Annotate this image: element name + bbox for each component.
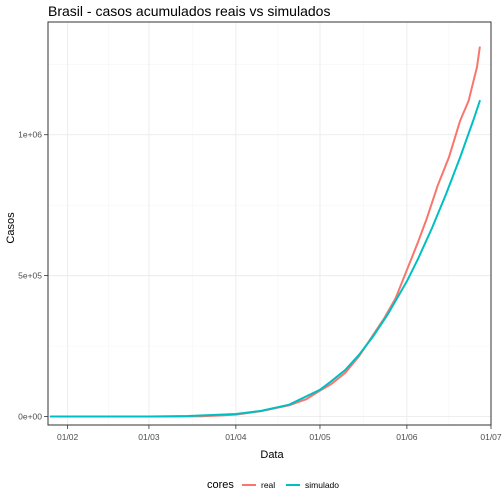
legend: cores real simulado xyxy=(207,479,339,491)
legend-label-simulado: simulado xyxy=(305,480,339,490)
y-tick-label: 5e+05 xyxy=(18,271,42,281)
x-tick-label: 01/04 xyxy=(225,432,247,442)
panel-border xyxy=(47,21,492,426)
plot-panel xyxy=(47,21,492,426)
y-tick-label: 1e+06 xyxy=(18,130,42,140)
y-axis: 0e+00 5e+05 1e+06 xyxy=(18,130,48,422)
x-axis: 01/02 01/03 01/04 01/05 01/06 01/07 xyxy=(57,425,502,442)
series-line-real xyxy=(49,46,481,418)
y-tick-label: 0e+00 xyxy=(18,412,42,422)
y-axis-title: Casos xyxy=(5,212,17,244)
chart-title: Brasil - casos acumulados reais vs simul… xyxy=(48,3,330,19)
x-axis-title: Data xyxy=(260,449,284,461)
minor-gridlines xyxy=(48,22,491,425)
x-tick-label: 01/07 xyxy=(480,432,502,442)
series-line-simulado xyxy=(49,99,481,418)
x-tick-label: 01/06 xyxy=(396,432,418,442)
legend-label-real: real xyxy=(261,480,275,490)
legend-title: cores xyxy=(207,479,234,491)
x-tick-label: 01/05 xyxy=(309,432,331,442)
x-tick-label: 01/03 xyxy=(138,432,160,442)
x-tick-label: 01/02 xyxy=(57,432,79,442)
series-lines xyxy=(49,46,481,418)
